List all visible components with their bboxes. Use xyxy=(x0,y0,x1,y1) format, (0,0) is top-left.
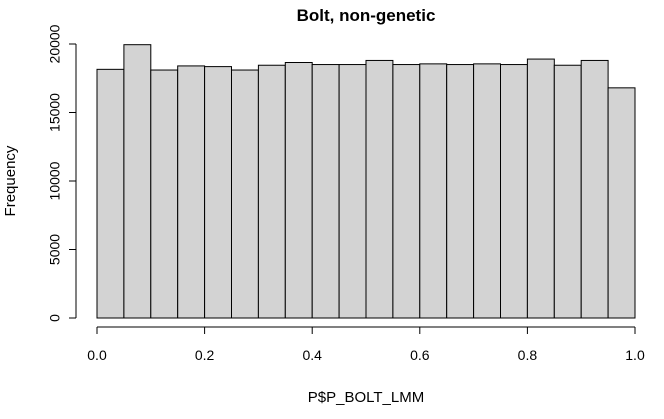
histogram-bars xyxy=(96,44,636,319)
y-axis-label: Frequency xyxy=(2,145,19,216)
histogram-bar-4 xyxy=(204,66,233,319)
histogram-bar-14 xyxy=(473,63,502,319)
y-axis: 0 5000 10000 15000 20000 xyxy=(47,24,77,322)
histogram-bar-15 xyxy=(500,64,528,319)
x-tick-label-0: 0.0 xyxy=(87,347,107,363)
histogram-bar-1 xyxy=(123,44,152,319)
histogram-bar-18 xyxy=(580,59,609,319)
y-tick-label-1: 5000 xyxy=(47,234,63,265)
histogram-bar-13 xyxy=(446,64,475,319)
y-tick-label-3: 15000 xyxy=(47,93,63,132)
histogram-bar-17 xyxy=(553,64,582,319)
histogram-bar-2 xyxy=(150,69,179,319)
x-axis-label: P$P_BOLT_LMM xyxy=(308,389,424,406)
histogram-bar-11 xyxy=(392,64,421,319)
histogram-bar-10 xyxy=(365,59,394,319)
chart-title: Bolt, non-genetic xyxy=(297,6,436,25)
y-tick-label-4: 20000 xyxy=(47,24,63,63)
histogram-bar-6 xyxy=(257,64,286,319)
y-tick-label-0: 0 xyxy=(47,314,63,322)
histogram-bar-0 xyxy=(96,68,125,319)
x-tick-label-1: 0.2 xyxy=(195,347,215,363)
histogram-bar-3 xyxy=(177,65,206,319)
x-tick-label-3: 0.6 xyxy=(410,347,430,363)
histogram-bar-16 xyxy=(526,58,555,319)
histogram-bar-5 xyxy=(231,69,259,319)
histogram-bar-19 xyxy=(607,87,636,319)
histogram-bar-8 xyxy=(311,64,340,319)
histogram-bar-9 xyxy=(338,64,367,319)
x-axis: 0.0 0.2 0.4 0.6 0.8 1.0 xyxy=(87,326,645,363)
x-tick-label-5: 1.0 xyxy=(625,347,645,363)
x-tick-label-2: 0.4 xyxy=(302,347,322,363)
y-tick-label-2: 10000 xyxy=(47,161,63,200)
histogram-bar-12 xyxy=(419,63,448,319)
x-tick-label-4: 0.8 xyxy=(518,347,538,363)
histogram-bar-7 xyxy=(284,62,313,319)
